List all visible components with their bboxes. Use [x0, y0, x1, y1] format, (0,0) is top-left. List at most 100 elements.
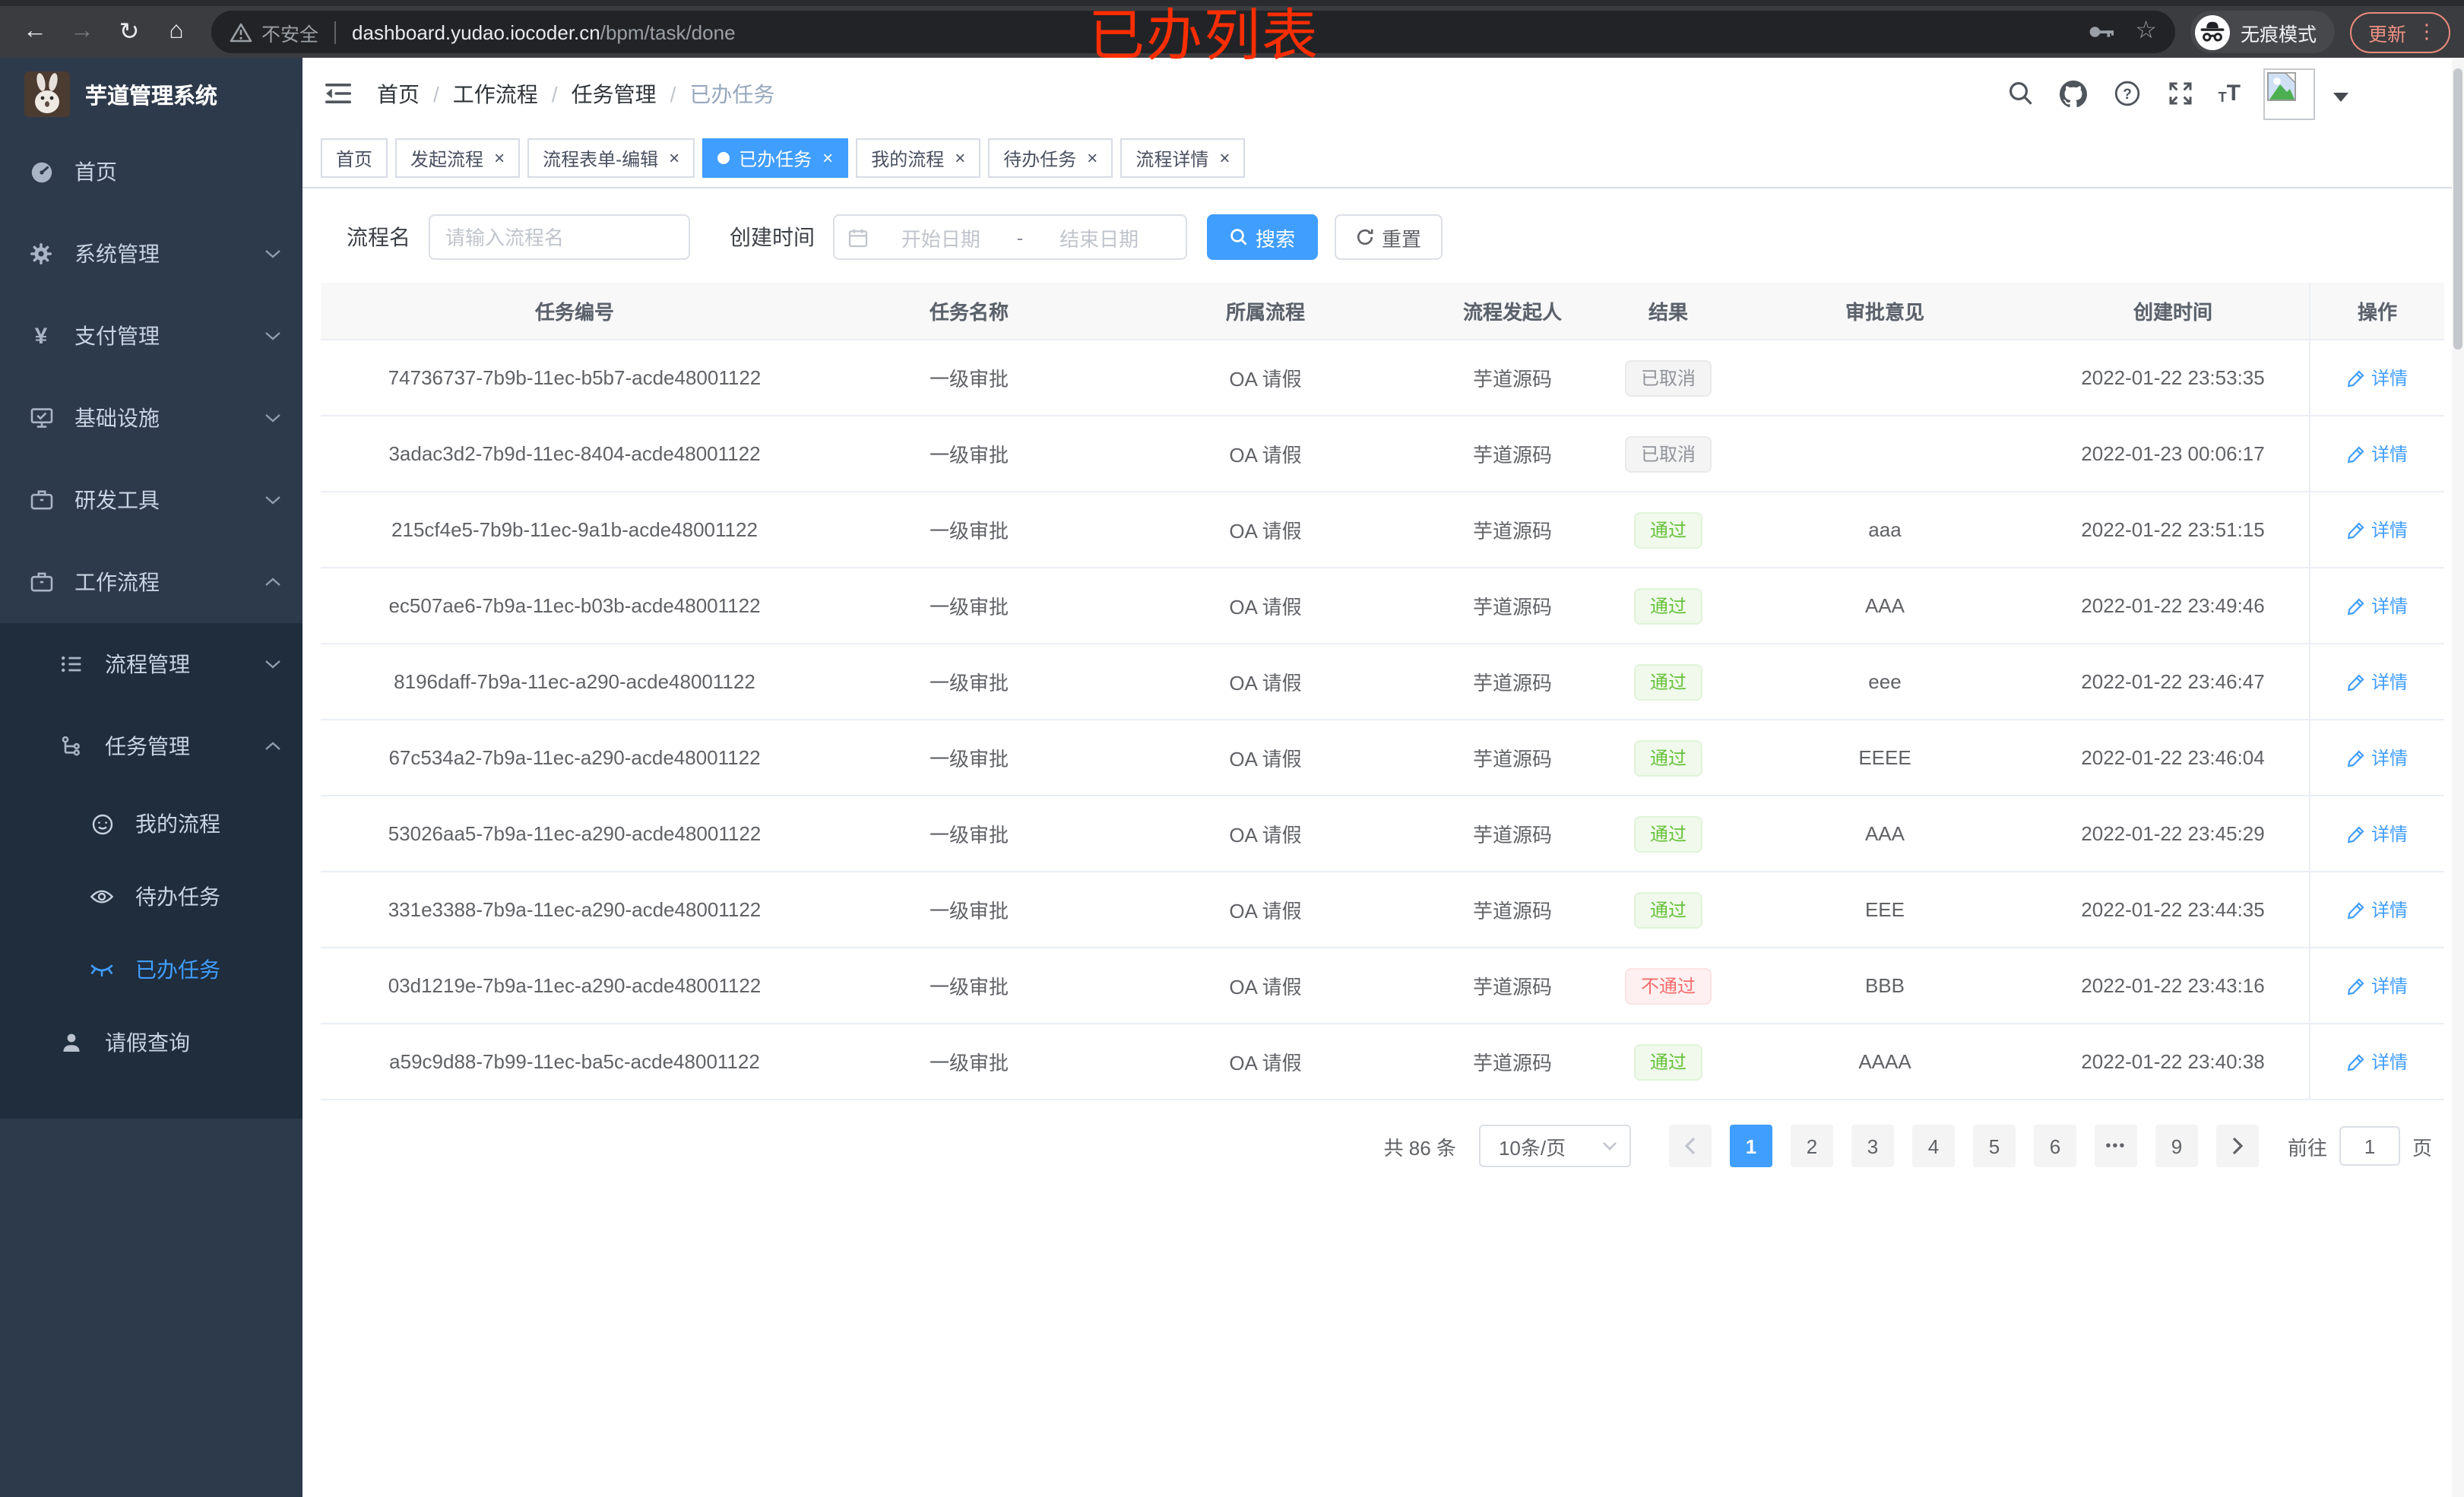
detail-link-label: 详情 — [2371, 672, 2408, 693]
cell-task-id: 74736737-7b9b-11ec-b5b7-acde48001122 — [388, 366, 762, 389]
detail-link[interactable]: 详情 — [2347, 821, 2408, 847]
avatar[interactable] — [2263, 68, 2315, 119]
reset-button[interactable]: 重置 — [1335, 214, 1443, 260]
breadcrumb-home[interactable]: 首页 — [377, 81, 420, 106]
sidebar-item-task-mgmt[interactable]: 任务管理 — [0, 705, 302, 787]
sidebar-item-done-tasks[interactable]: 已办任务 — [0, 933, 302, 1006]
breadcrumb-current: 已办任务 — [689, 81, 775, 106]
sidebar-item-payment[interactable]: ¥ 支付管理 — [0, 295, 302, 377]
page-button-9[interactable]: 9 — [2155, 1125, 2198, 1167]
page-button-2[interactable]: 2 — [1790, 1125, 1833, 1167]
search-button[interactable]: 搜索 — [1207, 214, 1319, 260]
sidebar-item-home[interactable]: 首页 — [0, 131, 302, 213]
help-icon[interactable]: ? — [2112, 81, 2143, 106]
page-button-1[interactable]: 1 — [1729, 1125, 1772, 1167]
browser-back-icon[interactable]: ← — [23, 18, 47, 44]
close-icon[interactable]: × — [669, 147, 680, 169]
page-button-5[interactable]: 5 — [1972, 1125, 2016, 1167]
cell-task-name: 一级审批 — [929, 368, 1009, 391]
app-title: 芋道管理系统 — [85, 84, 217, 109]
cell-created: 2022-01-22 23:43:16 — [2081, 974, 2265, 997]
detail-link[interactable]: 详情 — [2347, 897, 2408, 923]
close-icon[interactable]: × — [955, 147, 966, 169]
prev-page-button[interactable] — [1668, 1125, 1712, 1167]
scrollbar-thumb[interactable] — [2453, 68, 2462, 350]
avatar-dropdown-caret-icon[interactable] — [2333, 92, 2348, 101]
sidebar-item-leave-query[interactable]: 请假查询 — [0, 1006, 302, 1079]
cell-comment: aaa — [1868, 518, 1902, 541]
chevron-down-icon — [1603, 1142, 1617, 1150]
next-page-button[interactable] — [2215, 1125, 2259, 1167]
sidebar-item-system[interactable]: 系统管理 — [0, 213, 302, 295]
app-logo-row[interactable]: 芋道管理系统 — [0, 58, 302, 131]
sidebar-item-my-process[interactable]: 我的流程 — [0, 787, 302, 860]
col-created: 创建时间 — [2133, 301, 2212, 324]
incognito-label: 无痕模式 — [2240, 24, 2317, 45]
detail-link[interactable]: 详情 — [2347, 973, 2408, 999]
top-navbar: 首页 / 工作流程 / 任务管理 / 已办任务 — [302, 58, 2464, 129]
detail-link[interactable]: 详情 — [2347, 365, 2408, 391]
cell-created: 2022-01-23 00:06:17 — [2081, 442, 2265, 465]
date-range-input[interactable]: 开始日期 - 结束日期 — [833, 214, 1187, 260]
chevron-down-icon — [264, 331, 281, 340]
browser-forward-icon[interactable]: → — [70, 18, 94, 44]
tab-todo-tasks[interactable]: 待办任务 × — [988, 138, 1113, 178]
breadcrumb-task-mgmt[interactable]: 任务管理 — [571, 81, 657, 106]
tab-done-tasks[interactable]: 已办任务 × — [702, 138, 849, 178]
page-button-3[interactable]: 3 — [1851, 1125, 1894, 1167]
detail-link[interactable]: 详情 — [2347, 745, 2408, 771]
github-icon[interactable] — [2059, 80, 2089, 107]
close-icon[interactable]: × — [1219, 147, 1230, 169]
close-icon[interactable]: × — [494, 147, 505, 169]
tab-my-process[interactable]: 我的流程 × — [856, 138, 981, 178]
cell-process: OA 请假 — [1229, 900, 1302, 923]
detail-link[interactable]: 详情 — [2347, 441, 2408, 467]
sidebar-item-infrastructure[interactable]: 基础设施 — [0, 377, 302, 459]
cell-task-name: 一级审批 — [929, 748, 1009, 771]
process-name-input[interactable] — [429, 214, 690, 260]
search-icon[interactable] — [2006, 81, 2036, 106]
end-date-placeholder: 结束日期 — [1059, 227, 1139, 250]
page-more-button[interactable]: ••• — [2094, 1125, 2137, 1167]
sidebar-item-process-mgmt[interactable]: 流程管理 — [0, 623, 302, 705]
detail-link[interactable]: 详情 — [2347, 517, 2408, 543]
active-tab-dot — [717, 152, 730, 164]
sidebar-item-dev-tools[interactable]: 研发工具 — [0, 459, 302, 541]
detail-link[interactable]: 详情 — [2347, 1049, 2408, 1074]
close-icon[interactable]: × — [822, 147, 834, 169]
browser-update-button[interactable]: 更新 ⋮ — [2349, 11, 2450, 52]
goto-page-input[interactable] — [2339, 1126, 2400, 1166]
page-button-4[interactable]: 4 — [1911, 1125, 1955, 1167]
sidebar-item-workflow[interactable]: 工作流程 — [0, 541, 302, 623]
tab-start-process[interactable]: 发起流程 × — [395, 138, 521, 178]
goto-label: 前往 — [2287, 1136, 2327, 1159]
browser-menu-dots-icon[interactable]: ⋮ — [2417, 20, 2437, 43]
sidebar-collapse-icon[interactable] — [325, 82, 351, 105]
breadcrumb-workflow[interactable]: 工作流程 — [452, 81, 538, 106]
page-button-6[interactable]: 6 — [2033, 1125, 2076, 1167]
cell-created: 2022-01-22 23:53:35 — [2081, 366, 2265, 389]
detail-link[interactable]: 详情 — [2347, 669, 2408, 695]
cell-created: 2022-01-22 23:49:46 — [2081, 594, 2265, 617]
browser-home-icon[interactable]: ⌂ — [169, 18, 184, 44]
cell-starter: 芋道源码 — [1472, 1052, 1552, 1074]
page-size-select[interactable]: 10条/页 — [1478, 1125, 1631, 1167]
fullscreen-icon[interactable] — [2165, 81, 2196, 106]
detail-link[interactable]: 详情 — [2347, 593, 2408, 619]
browser-reload-icon[interactable]: ↻ — [119, 20, 140, 46]
bookmark-star-icon[interactable]: ☆ — [2135, 18, 2157, 44]
browser-address-bar[interactable]: 不安全 dashboard.yudao.iocoder.cn/bpm/task/… — [211, 11, 2175, 53]
sidebar-item-todo-tasks[interactable]: 待办任务 — [0, 860, 302, 933]
password-key-icon[interactable] — [2088, 24, 2114, 40]
tab-process-form-edit[interactable]: 流程表单-编辑 × — [527, 138, 695, 178]
cell-process: OA 请假 — [1229, 1052, 1302, 1074]
page-scrollbar[interactable] — [2452, 58, 2464, 1497]
edit-pencil-icon — [2347, 369, 2364, 387]
tab-process-detail[interactable]: 流程详情 × — [1120, 138, 1246, 178]
close-icon[interactable]: × — [1087, 147, 1098, 169]
detail-link-label: 详情 — [2371, 444, 2408, 465]
tab-home[interactable]: 首页 — [321, 138, 388, 178]
cell-process: OA 请假 — [1229, 672, 1302, 695]
cell-task-id: 3adac3d2-7b9d-11ec-8404-acde48001122 — [388, 442, 761, 465]
